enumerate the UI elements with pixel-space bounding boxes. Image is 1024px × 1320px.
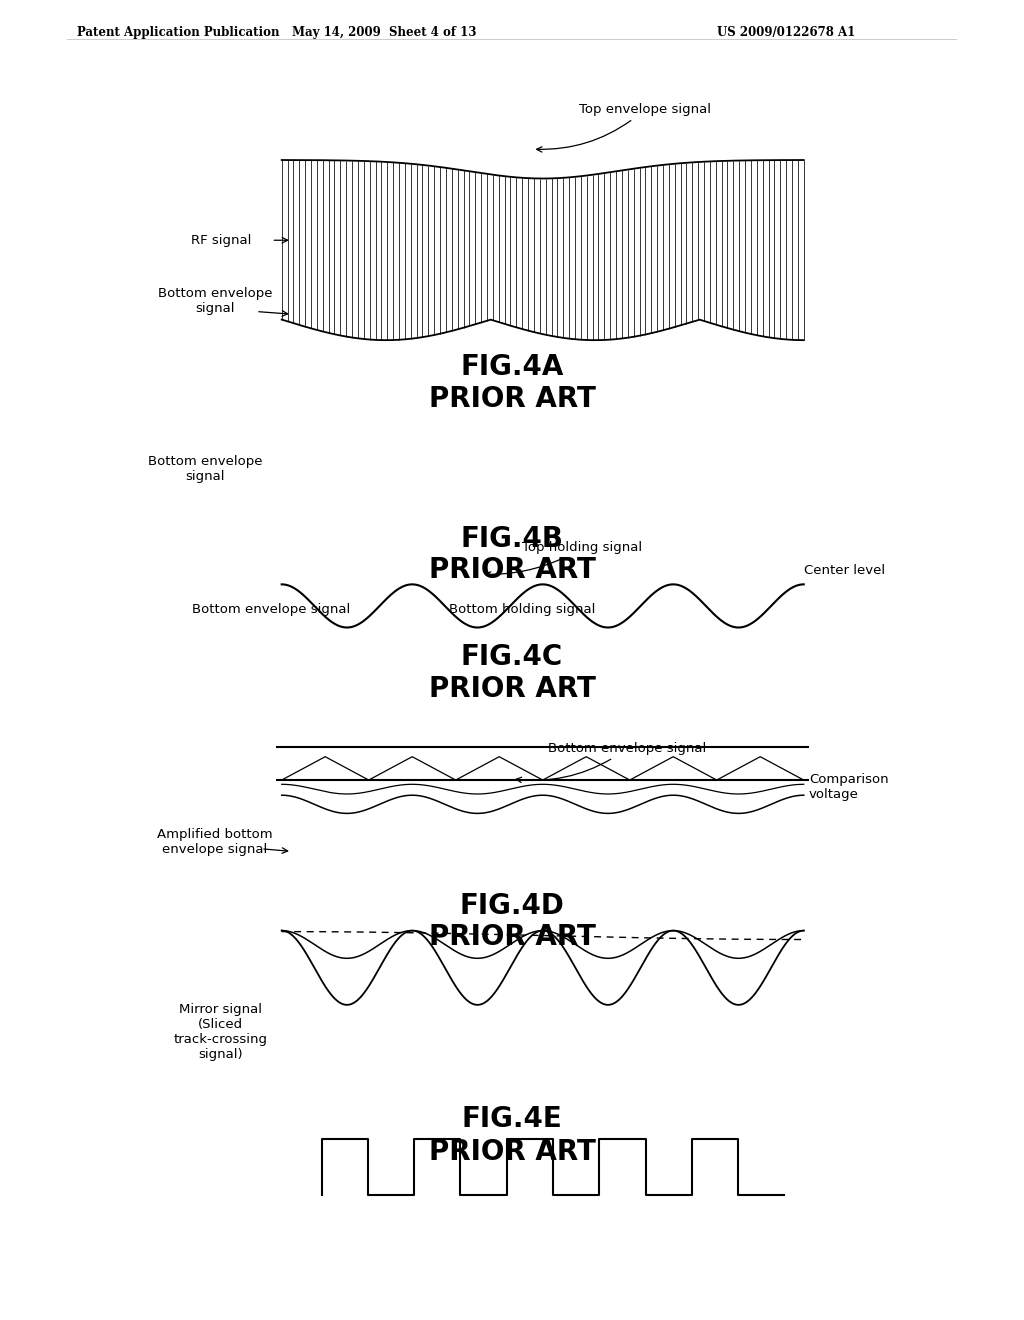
Text: Bottom envelope signal: Bottom envelope signal xyxy=(193,603,350,616)
Text: FIG.4A: FIG.4A xyxy=(461,352,563,381)
Text: PRIOR ART: PRIOR ART xyxy=(429,1138,595,1167)
Text: Bottom holding signal: Bottom holding signal xyxy=(450,603,595,616)
Text: Bottom envelope
signal: Bottom envelope signal xyxy=(158,286,272,315)
Text: PRIOR ART: PRIOR ART xyxy=(429,923,595,952)
Text: FIG.4C: FIG.4C xyxy=(461,643,563,672)
Text: Amplified bottom
envelope signal: Amplified bottom envelope signal xyxy=(158,828,272,857)
Text: Top holding signal: Top holding signal xyxy=(485,541,642,577)
Text: Top envelope signal: Top envelope signal xyxy=(537,103,711,152)
Text: FIG.4D: FIG.4D xyxy=(460,891,564,920)
Text: US 2009/0122678 A1: US 2009/0122678 A1 xyxy=(717,26,855,38)
Text: May 14, 2009  Sheet 4 of 13: May 14, 2009 Sheet 4 of 13 xyxy=(292,26,476,38)
Text: Mirror signal
(Sliced
track-crossing
signal): Mirror signal (Sliced track-crossing sig… xyxy=(173,1003,267,1061)
Text: FIG.4B: FIG.4B xyxy=(461,524,563,553)
Text: Bottom envelope signal: Bottom envelope signal xyxy=(516,742,707,783)
Text: Patent Application Publication: Patent Application Publication xyxy=(77,26,280,38)
Text: Bottom envelope
signal: Bottom envelope signal xyxy=(147,454,262,483)
Text: PRIOR ART: PRIOR ART xyxy=(429,384,595,413)
Text: PRIOR ART: PRIOR ART xyxy=(429,556,595,585)
Text: RF signal: RF signal xyxy=(190,234,251,247)
Text: PRIOR ART: PRIOR ART xyxy=(429,675,595,704)
Text: Center level: Center level xyxy=(804,564,885,577)
Text: FIG.4E: FIG.4E xyxy=(462,1105,562,1134)
Text: Comparison
voltage: Comparison voltage xyxy=(809,772,889,801)
